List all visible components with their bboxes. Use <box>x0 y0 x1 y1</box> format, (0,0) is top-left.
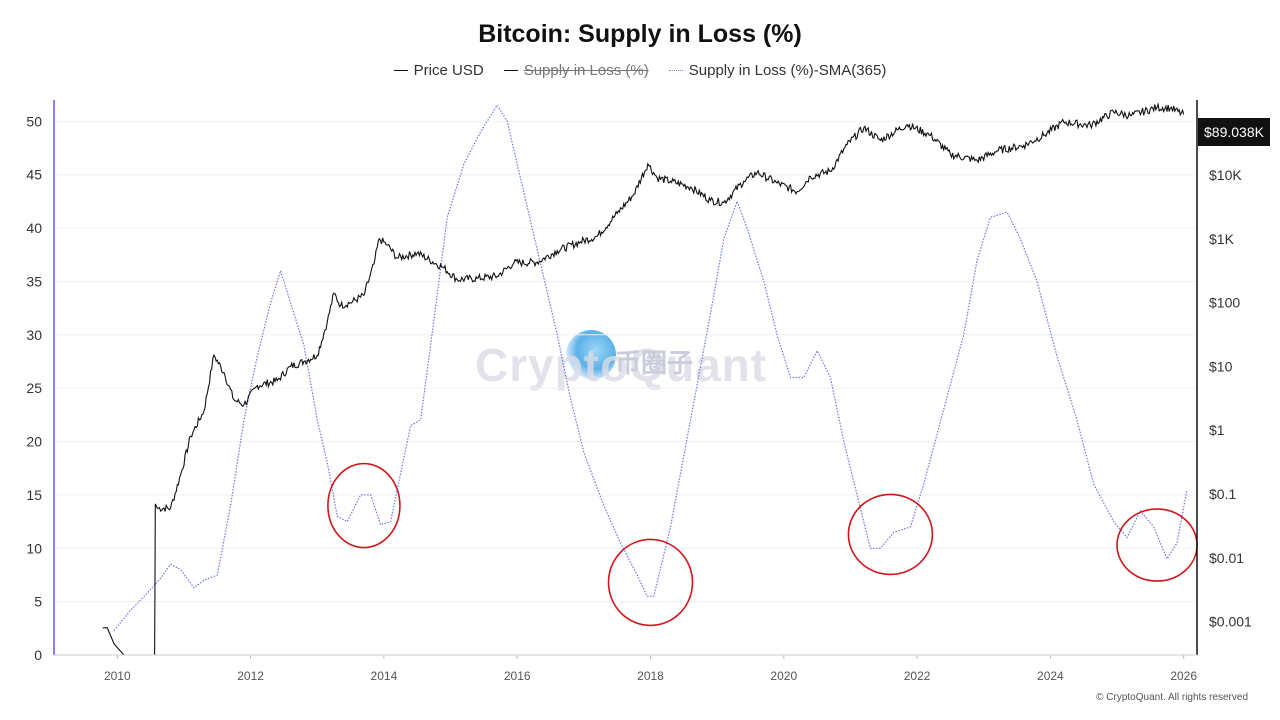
right-tick-label: $10 <box>1209 358 1233 374</box>
series-layer <box>102 102 1188 656</box>
watermark-cn: 币圈子 <box>615 348 694 378</box>
left-tick-label: 10 <box>26 540 42 556</box>
price-tag-bg <box>1198 118 1270 146</box>
chart-title: Bitcoin: Supply in Loss (%) <box>478 20 802 48</box>
legend-swatch-supply-in-loss <box>503 70 518 71</box>
right-tick-label: $100 <box>1209 295 1240 311</box>
legend-item-price[interactable]: Price USD <box>393 62 484 79</box>
series-line-supply-in-loss-sma <box>113 104 1188 631</box>
x-tick-label: 2024 <box>1037 669 1064 683</box>
annotation-circle <box>1116 508 1198 582</box>
x-tick-label: 2014 <box>371 669 398 683</box>
left-tick-label: 15 <box>26 487 42 503</box>
left-axis-ticks: 0 5 10 15 20 25 30 35 40 45 50 <box>26 113 42 663</box>
x-tick-label: 2016 <box>504 669 531 683</box>
x-tick-label: 2018 <box>637 669 664 683</box>
legend: Price USD Supply in Loss (%) Supply in L… <box>0 62 1280 79</box>
grid-lines <box>54 120 1197 603</box>
left-tick-label: 5 <box>34 594 42 610</box>
annotation-circle <box>847 493 934 576</box>
x-tick-label: 2010 <box>104 669 131 683</box>
x-tick-label: 2020 <box>770 669 797 683</box>
legend-swatch-sma <box>668 70 683 71</box>
left-tick-label: 0 <box>34 647 42 663</box>
left-tick-label: 45 <box>26 167 42 183</box>
right-tick-label: $0.01 <box>1209 550 1244 566</box>
legend-swatch-price <box>393 70 408 71</box>
annotation-circle <box>327 462 401 549</box>
right-tick-label: $1K <box>1209 231 1235 247</box>
x-tick-label: 2022 <box>904 669 931 683</box>
copyright: © CryptoQuant. All rights reserved <box>1096 692 1248 703</box>
left-tick-label: 35 <box>26 273 42 289</box>
left-tick-label: 50 <box>26 113 42 129</box>
left-tick-label: 30 <box>26 327 42 343</box>
legend-label-price: Price USD <box>413 62 484 79</box>
right-tick-label: $0.001 <box>1209 614 1252 630</box>
annotation-circle <box>607 538 694 627</box>
series-line-price-usd <box>102 102 1185 656</box>
right-axis-ticks: $0.001 $0.01 $0.1 $1 $10 $100 $1K $10K <box>1209 167 1252 630</box>
x-tick-label: 2012 <box>237 669 264 683</box>
legend-label-sma: Supply in Loss (%)-SMA(365) <box>688 62 887 79</box>
price-tag-text: $89.038K <box>1204 124 1265 140</box>
left-tick-label: 25 <box>26 380 42 396</box>
right-tick-label: $0.1 <box>1209 486 1236 502</box>
price-tag: $89.038K <box>1198 118 1270 146</box>
x-tick-label: 2026 <box>1170 669 1197 683</box>
left-tick-label: 20 <box>26 434 42 450</box>
right-tick-label: $10K <box>1209 167 1242 183</box>
legend-label-supply-in-loss: Supply in Loss (%) <box>523 62 649 79</box>
watermark: CryptoQuant <box>475 339 768 391</box>
left-tick-label: 40 <box>26 220 42 236</box>
right-tick-label: $1 <box>1209 422 1225 438</box>
legend-item-supply-in-loss[interactable]: Supply in Loss (%) <box>503 62 649 79</box>
legend-item-sma[interactable]: Supply in Loss (%)-SMA(365) <box>668 62 887 79</box>
annotation-layer <box>327 462 1198 627</box>
watermark-logo-icon <box>566 330 616 380</box>
x-axis-ticks: 2010 2012 2014 2016 2018 2020 2022 2024 2026 <box>104 655 1197 683</box>
